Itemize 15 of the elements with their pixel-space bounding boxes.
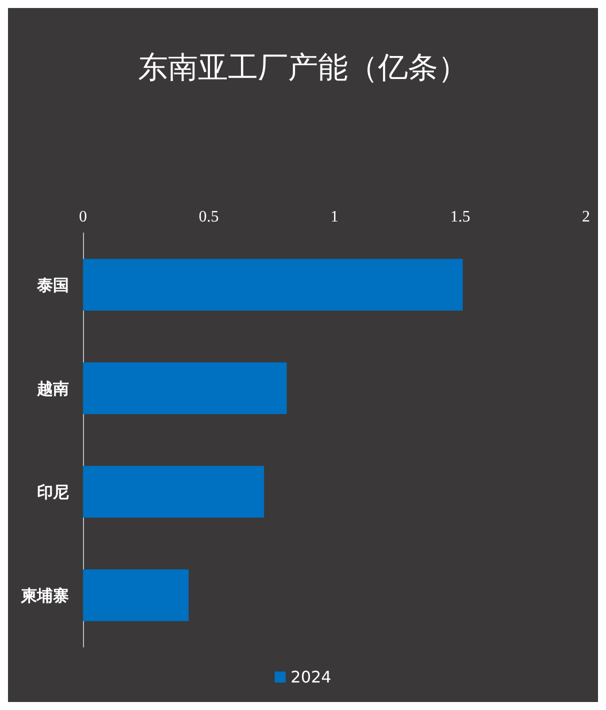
bar	[83, 258, 463, 311]
y-tick-label: 泰国	[36, 275, 69, 294]
x-tick-label: 0.5	[198, 208, 219, 226]
y-tick-label: 柬埔寨	[20, 586, 69, 605]
bar	[83, 466, 264, 518]
x-tick-label: 0	[79, 208, 87, 226]
y-tick-label: 越南	[36, 378, 69, 398]
x-tick-label: 1	[330, 208, 338, 226]
bar	[83, 362, 287, 414]
y-tick-label: 印尼	[37, 482, 69, 502]
x-tick-label: 1.5	[450, 208, 470, 226]
bar	[83, 569, 189, 622]
x-tick-label: 2	[582, 208, 590, 226]
legend-label: 2024	[290, 668, 332, 686]
chart-title: 东南亚工厂产能（亿条）	[138, 50, 468, 86]
